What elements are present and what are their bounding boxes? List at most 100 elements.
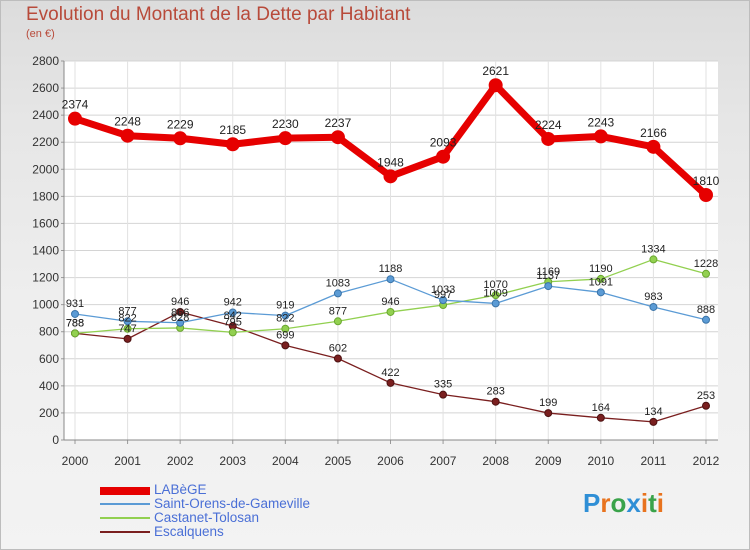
data-label: 888 bbox=[697, 304, 715, 316]
data-label: 1810 bbox=[693, 174, 720, 188]
data-label: 842 bbox=[224, 310, 242, 322]
data-label: 2621 bbox=[482, 64, 509, 78]
data-label: 1137 bbox=[536, 270, 560, 282]
data-point bbox=[699, 188, 713, 203]
y-tick-label: 1000 bbox=[32, 298, 59, 312]
data-label: 788 bbox=[66, 317, 84, 329]
data-label: 877 bbox=[118, 305, 136, 317]
y-tick-label: 800 bbox=[39, 325, 59, 339]
data-label: 2237 bbox=[325, 116, 352, 130]
data-point bbox=[68, 111, 82, 126]
data-label: 1948 bbox=[377, 155, 404, 169]
data-point bbox=[386, 378, 395, 387]
data-label: 335 bbox=[434, 379, 452, 391]
x-tick-label: 2004 bbox=[272, 454, 299, 468]
x-tick-label: 2011 bbox=[641, 454, 667, 468]
x-tick-label: 2002 bbox=[167, 454, 194, 468]
data-label: 699 bbox=[276, 329, 294, 341]
data-point bbox=[596, 288, 605, 297]
y-tick-label: 2600 bbox=[32, 81, 59, 95]
data-label: 877 bbox=[329, 305, 347, 317]
legend-swatch-castanet bbox=[100, 517, 150, 519]
data-point bbox=[71, 329, 79, 338]
data-label: 2243 bbox=[587, 115, 614, 129]
data-point bbox=[278, 131, 293, 146]
legend-label-escalquens: Escalquens bbox=[154, 524, 224, 539]
data-point bbox=[544, 409, 553, 418]
data-label: 2185 bbox=[219, 123, 246, 137]
data-label: 997 bbox=[434, 289, 452, 301]
y-tick-label: 0 bbox=[52, 433, 59, 447]
y-tick-label: 200 bbox=[39, 406, 59, 420]
x-tick-label: 2003 bbox=[219, 454, 246, 468]
data-point bbox=[228, 328, 237, 337]
data-point bbox=[333, 289, 342, 298]
data-point bbox=[596, 274, 605, 283]
data-label: 942 bbox=[224, 296, 242, 308]
data-point bbox=[71, 309, 79, 318]
chart-title: Evolution du Montant de la Dette par Hab… bbox=[26, 4, 411, 25]
y-tick-label: 600 bbox=[39, 352, 59, 366]
y-tick-label: 2200 bbox=[32, 135, 59, 149]
data-label: 2230 bbox=[272, 117, 299, 131]
data-point bbox=[281, 341, 290, 350]
data-point bbox=[120, 128, 135, 143]
data-point bbox=[333, 354, 342, 363]
legend-label-saint-orens: Saint-Orens-de-Gameville bbox=[154, 496, 311, 511]
x-tick-label: 2000 bbox=[62, 454, 89, 468]
data-point bbox=[702, 401, 710, 410]
data-point bbox=[281, 311, 290, 320]
data-point bbox=[491, 299, 500, 308]
data-point bbox=[333, 317, 342, 326]
data-label: 2224 bbox=[535, 118, 562, 132]
data-label: 788 bbox=[66, 317, 84, 329]
data-label: 1188 bbox=[379, 263, 403, 275]
data-label: 946 bbox=[381, 296, 399, 308]
data-label: 822 bbox=[276, 313, 294, 325]
data-label: 199 bbox=[539, 397, 557, 409]
data-point bbox=[649, 302, 658, 311]
data-label: 919 bbox=[276, 300, 294, 312]
data-label: 283 bbox=[486, 386, 504, 398]
x-tick-label: 2005 bbox=[325, 454, 352, 468]
data-point bbox=[176, 307, 185, 316]
data-point bbox=[439, 296, 448, 305]
data-point bbox=[649, 417, 658, 426]
data-point bbox=[491, 291, 500, 300]
data-point bbox=[330, 130, 345, 145]
y-tick-label: 1400 bbox=[32, 244, 59, 258]
data-point bbox=[488, 78, 503, 93]
data-label: 1009 bbox=[483, 287, 507, 299]
data-point bbox=[225, 137, 240, 152]
data-label: 134 bbox=[644, 406, 662, 418]
data-label: 747 bbox=[118, 323, 136, 335]
data-label: 828 bbox=[171, 312, 189, 324]
legend-swatch-labege bbox=[100, 487, 150, 495]
brand-letter: r bbox=[600, 488, 611, 518]
data-label: 2166 bbox=[640, 126, 667, 140]
x-tick-label: 2012 bbox=[693, 454, 720, 468]
data-point bbox=[436, 149, 451, 164]
data-point bbox=[702, 269, 710, 278]
y-tick-label: 1800 bbox=[32, 189, 59, 203]
unit-label: (en €) bbox=[26, 28, 55, 40]
data-label: 2374 bbox=[62, 98, 89, 112]
data-label: 866 bbox=[171, 307, 189, 319]
data-label: 946 bbox=[171, 296, 189, 308]
data-point bbox=[176, 318, 185, 327]
data-point bbox=[228, 308, 237, 317]
data-label: 1091 bbox=[589, 276, 613, 288]
data-label: 602 bbox=[329, 343, 347, 355]
data-point bbox=[646, 139, 661, 154]
data-label: 2229 bbox=[167, 117, 194, 131]
y-tick-label: 400 bbox=[39, 379, 59, 393]
brand-letter: t bbox=[648, 488, 657, 518]
legend-swatch-saint-orens bbox=[100, 503, 150, 505]
data-label: 1228 bbox=[694, 258, 718, 270]
data-point bbox=[649, 255, 658, 264]
brand-letter: o bbox=[610, 488, 627, 518]
data-label: 1169 bbox=[536, 266, 560, 278]
data-label: 822 bbox=[118, 313, 136, 325]
data-label: 1033 bbox=[431, 284, 455, 296]
y-tick-label: 2800 bbox=[32, 54, 59, 68]
